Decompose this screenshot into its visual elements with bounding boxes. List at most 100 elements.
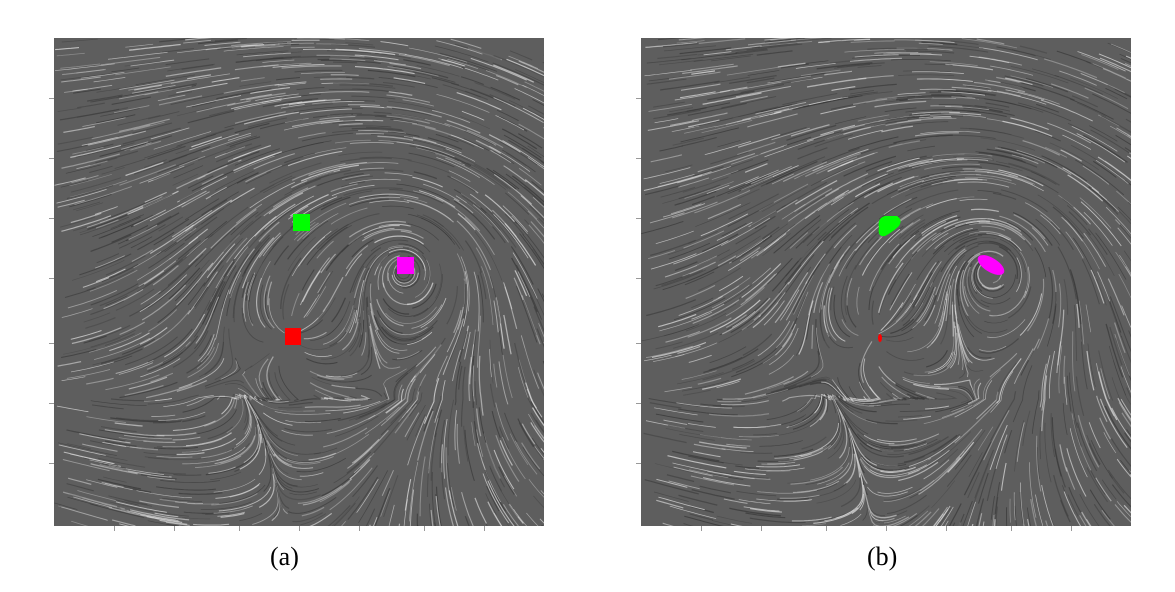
streamline: [657, 53, 698, 60]
streamline: [1110, 43, 1131, 53]
streamline: [454, 200, 496, 240]
streamline: [659, 311, 713, 332]
streamline: [1119, 224, 1131, 239]
streamline: [766, 470, 791, 472]
streamline: [229, 484, 260, 498]
streamline: [878, 262, 904, 313]
streamline: [370, 133, 411, 139]
streamline: [987, 89, 1047, 105]
streamline: [421, 254, 430, 285]
streamline: [474, 81, 516, 100]
streamline: [795, 309, 811, 356]
streamline: [82, 277, 110, 288]
streamline: [374, 235, 424, 245]
streamline: [903, 434, 958, 463]
streamline: [207, 426, 234, 440]
streamline: [716, 109, 768, 123]
streamline: [410, 344, 442, 383]
streamline: [233, 155, 275, 174]
streamline: [1117, 397, 1131, 421]
streamline: [182, 396, 219, 413]
streamline: [512, 252, 538, 299]
streamline: [1002, 120, 1053, 137]
streamline: [695, 202, 751, 227]
streamline: [830, 286, 835, 311]
streamline: [99, 280, 151, 307]
streamline: [954, 380, 993, 418]
streamline: [154, 512, 179, 518]
streamline: [205, 281, 226, 326]
streamline: [783, 350, 820, 388]
streamline: [322, 433, 370, 459]
streamline: [707, 472, 744, 480]
streamline: [447, 58, 479, 70]
streamline: [868, 440, 916, 448]
streamline: [712, 405, 745, 408]
streamline: [205, 512, 230, 516]
streamline: [942, 157, 995, 161]
streamline: [144, 252, 190, 287]
streamline: [79, 216, 130, 236]
streamline: [346, 76, 375, 80]
streamline: [767, 380, 790, 390]
streamline: [99, 464, 151, 475]
streamline: [178, 155, 206, 167]
streamline: [213, 478, 256, 493]
streamline: [313, 76, 350, 78]
streamline: [1036, 103, 1059, 113]
streamline: [721, 222, 747, 237]
streamline: [148, 242, 185, 269]
streamline: [784, 219, 822, 252]
streamline: [967, 110, 1007, 117]
streamline: [523, 186, 544, 206]
streamline: [158, 308, 192, 339]
streamline: [90, 234, 132, 252]
streamline: [409, 489, 415, 526]
streamline: [1090, 439, 1113, 479]
streamline: [885, 119, 922, 126]
streamline: [104, 482, 133, 490]
streamline: [268, 372, 283, 402]
streamline: [255, 382, 274, 401]
streamline: [753, 281, 790, 321]
streamline: [201, 173, 224, 185]
streamline: [384, 172, 413, 177]
streamline: [1115, 338, 1131, 382]
streamline: [380, 378, 416, 427]
streamline: [995, 161, 1046, 179]
streamline: [1075, 376, 1085, 416]
streamline: [691, 297, 714, 309]
streamline: [270, 443, 320, 463]
streamline: [71, 520, 89, 526]
streamline: [503, 475, 518, 497]
streamline: [1123, 504, 1131, 514]
streamline: [643, 432, 687, 444]
streamline: [374, 487, 391, 526]
streamline: [453, 198, 474, 214]
streamline: [669, 107, 693, 113]
streamline: [877, 486, 913, 494]
streamline: [1062, 167, 1100, 193]
streamline: [522, 234, 544, 265]
streamline: [1089, 125, 1118, 142]
streamline: [821, 381, 847, 401]
streamline: [447, 463, 455, 507]
streamline: [388, 91, 413, 96]
streamline: [79, 253, 132, 276]
streamline: [852, 55, 885, 59]
streamline: [916, 78, 973, 82]
streamline: [942, 178, 983, 183]
streamline: [115, 499, 139, 506]
streamline: [880, 244, 902, 270]
streamline: [275, 64, 300, 67]
streamline: [992, 192, 1017, 200]
streamline: [1069, 269, 1082, 325]
streamline: [89, 269, 138, 292]
streamline: [143, 309, 191, 348]
streamline: [978, 513, 983, 526]
streamline: [442, 84, 481, 98]
streamline: [891, 379, 928, 397]
streamline: [886, 115, 915, 121]
streamline: [1039, 363, 1047, 408]
streamline: [1092, 63, 1126, 79]
